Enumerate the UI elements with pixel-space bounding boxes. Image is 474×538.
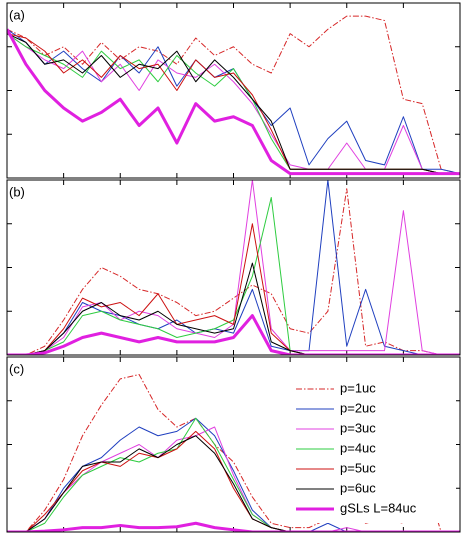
series-line	[7, 15, 460, 175]
panel-label: (c)	[9, 361, 24, 376]
series-line	[7, 188, 460, 355]
series-line	[7, 430, 460, 532]
panel-label: (a)	[9, 7, 25, 22]
legend-label: p=1uc	[340, 380, 376, 395]
series-line	[7, 374, 460, 532]
frame	[6, 356, 461, 533]
legend-label: p=2uc	[340, 400, 376, 415]
legend-label: p=4uc	[340, 440, 376, 455]
series-line	[7, 314, 460, 355]
legend-label: gSLs L=84uc	[340, 500, 417, 515]
series-line	[7, 262, 460, 355]
frame	[6, 179, 461, 356]
series-line	[7, 180, 460, 355]
legend-label: p=6uc	[340, 480, 376, 495]
series-line	[7, 197, 460, 355]
series-line	[7, 521, 460, 532]
series-line	[7, 417, 460, 532]
frame	[6, 2, 461, 179]
legend-label: p=5uc	[340, 460, 376, 475]
panel-label: (b)	[9, 184, 25, 199]
legend-label: p=3uc	[340, 420, 376, 435]
series-line	[7, 33, 460, 175]
series-line	[7, 33, 460, 175]
series-line	[7, 28, 460, 176]
series-line	[7, 435, 460, 532]
series-line	[7, 223, 460, 355]
